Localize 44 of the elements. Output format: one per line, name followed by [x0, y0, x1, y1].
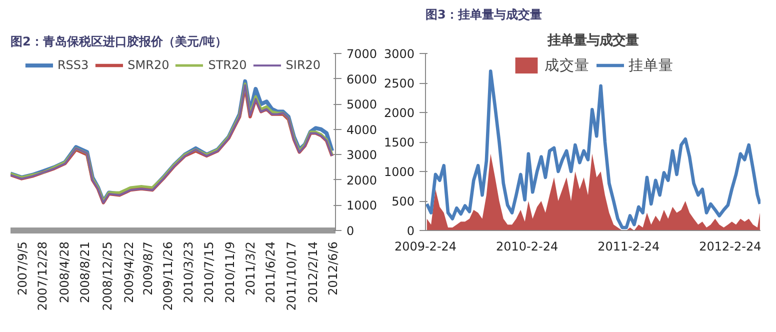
x-tick-label: 2009-2-24	[394, 240, 457, 254]
x-tick-label: 2009/4/22	[122, 242, 136, 304]
y-tick-label: 5000	[346, 98, 378, 112]
y-tick-label: 3000	[346, 148, 378, 162]
chart-title: 图3：挂单量与成交量	[426, 8, 542, 22]
y-tick-label: 1000	[346, 198, 378, 213]
x-tick-label: 2009/11/26	[160, 241, 175, 311]
x-tick-label: 2012/6/6	[326, 241, 340, 296]
x-tick-label: 2007/9/5	[15, 241, 30, 296]
legend-label: 成交量	[544, 56, 590, 74]
y-tick-label: 500	[392, 194, 414, 208]
x-tick-label: 2012/2/14	[306, 242, 320, 304]
y-tick-label: 1500	[384, 136, 415, 150]
chart-title: 图2：青岛保税区进口胶报价（美元/吨）	[10, 34, 228, 48]
y-tick-label: 2000	[384, 106, 415, 120]
x-tick-label: 2010-2-24	[496, 240, 558, 254]
x-tick-label: 2009/8/7	[140, 241, 155, 296]
legend-label: RSS3	[57, 58, 89, 72]
y-tick-label: 3000	[384, 47, 415, 61]
y-tick-label: 0	[346, 224, 354, 238]
y-tick-label: 4000	[346, 122, 378, 137]
x-tick-label: 2007/12/28	[36, 241, 50, 311]
y-tick-label: 1000	[384, 165, 415, 179]
x-tick-label: 2010/3/23	[182, 242, 196, 304]
x-tick-label: 2011/6/24	[264, 242, 278, 304]
y-tick-label: 0	[406, 224, 415, 238]
y-tick-label: 2000	[346, 173, 378, 188]
x-tick-label: 2008/12/25	[100, 241, 115, 311]
x-tick-label: 2011-2-24	[598, 240, 660, 254]
x-tick-label: 2008/4/28	[58, 242, 72, 304]
x-tick-label: 2008/8/21	[78, 242, 92, 304]
legend-label: SMR20	[128, 58, 170, 72]
x-tick-label: 2012-2-24	[699, 240, 762, 254]
chart-subtitle: 挂单量与成交量	[546, 32, 638, 48]
legend-label: SIR20	[286, 58, 321, 72]
x-tick-label: 2010/11/9	[223, 242, 238, 304]
y-tick-label: 6000	[346, 72, 378, 86]
x-tick-label: 2011/10/17	[284, 241, 298, 311]
x-tick-label: 2011/3/2	[243, 241, 258, 296]
y-tick-label: 2500	[384, 76, 415, 90]
legend-label: 挂单量	[628, 56, 674, 74]
legend-label: STR20	[208, 58, 247, 72]
x-tick-label: 2010/7/15	[202, 242, 216, 304]
y-tick-label: 7000	[346, 47, 378, 61]
